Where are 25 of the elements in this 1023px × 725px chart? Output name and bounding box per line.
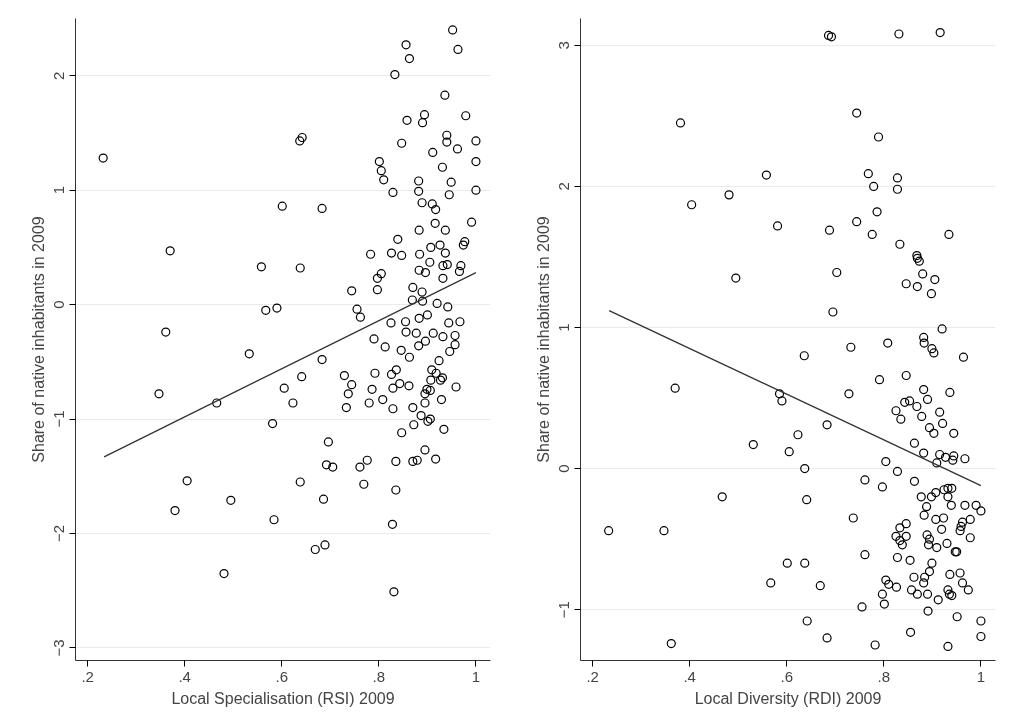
y-tick-label: −1 — [555, 601, 573, 619]
x-tick-label: .8 — [877, 667, 891, 685]
y-tick-label: 2 — [50, 71, 68, 80]
x-tick-label: .8 — [372, 667, 386, 685]
x-tick-label: .4 — [683, 667, 696, 685]
y-tick-label: 1 — [555, 323, 573, 332]
y-tick-label: 1 — [50, 185, 68, 195]
y-tick-label: 2 — [555, 182, 573, 191]
y-tick-label: −1 — [50, 410, 68, 428]
x-tick-label: .6 — [275, 667, 289, 685]
x-axis-title: Local Specialisation (RSI) 2009 — [171, 689, 395, 707]
x-tick-label: .6 — [780, 667, 794, 685]
y-axis-title: Share of native inhabitants in 2009 — [29, 216, 47, 463]
x-tick-label: .2 — [81, 667, 94, 685]
y-tick-label: 0 — [555, 464, 573, 473]
y-tick-label: 3 — [555, 41, 573, 50]
x-tick-label: 1 — [976, 667, 986, 685]
x-axis-title: Local Diversity (RDI) 2009 — [694, 689, 882, 707]
x-tick-label: .2 — [586, 667, 599, 685]
y-axis-title: Share of native inhabitants in 2009 — [534, 216, 552, 463]
x-tick-label: .4 — [178, 667, 191, 685]
y-tick-label: 0 — [50, 300, 68, 309]
x-tick-label: 1 — [471, 667, 481, 685]
y-tick-label: −3 — [50, 639, 68, 657]
y-tick-label: −2 — [50, 524, 68, 543]
